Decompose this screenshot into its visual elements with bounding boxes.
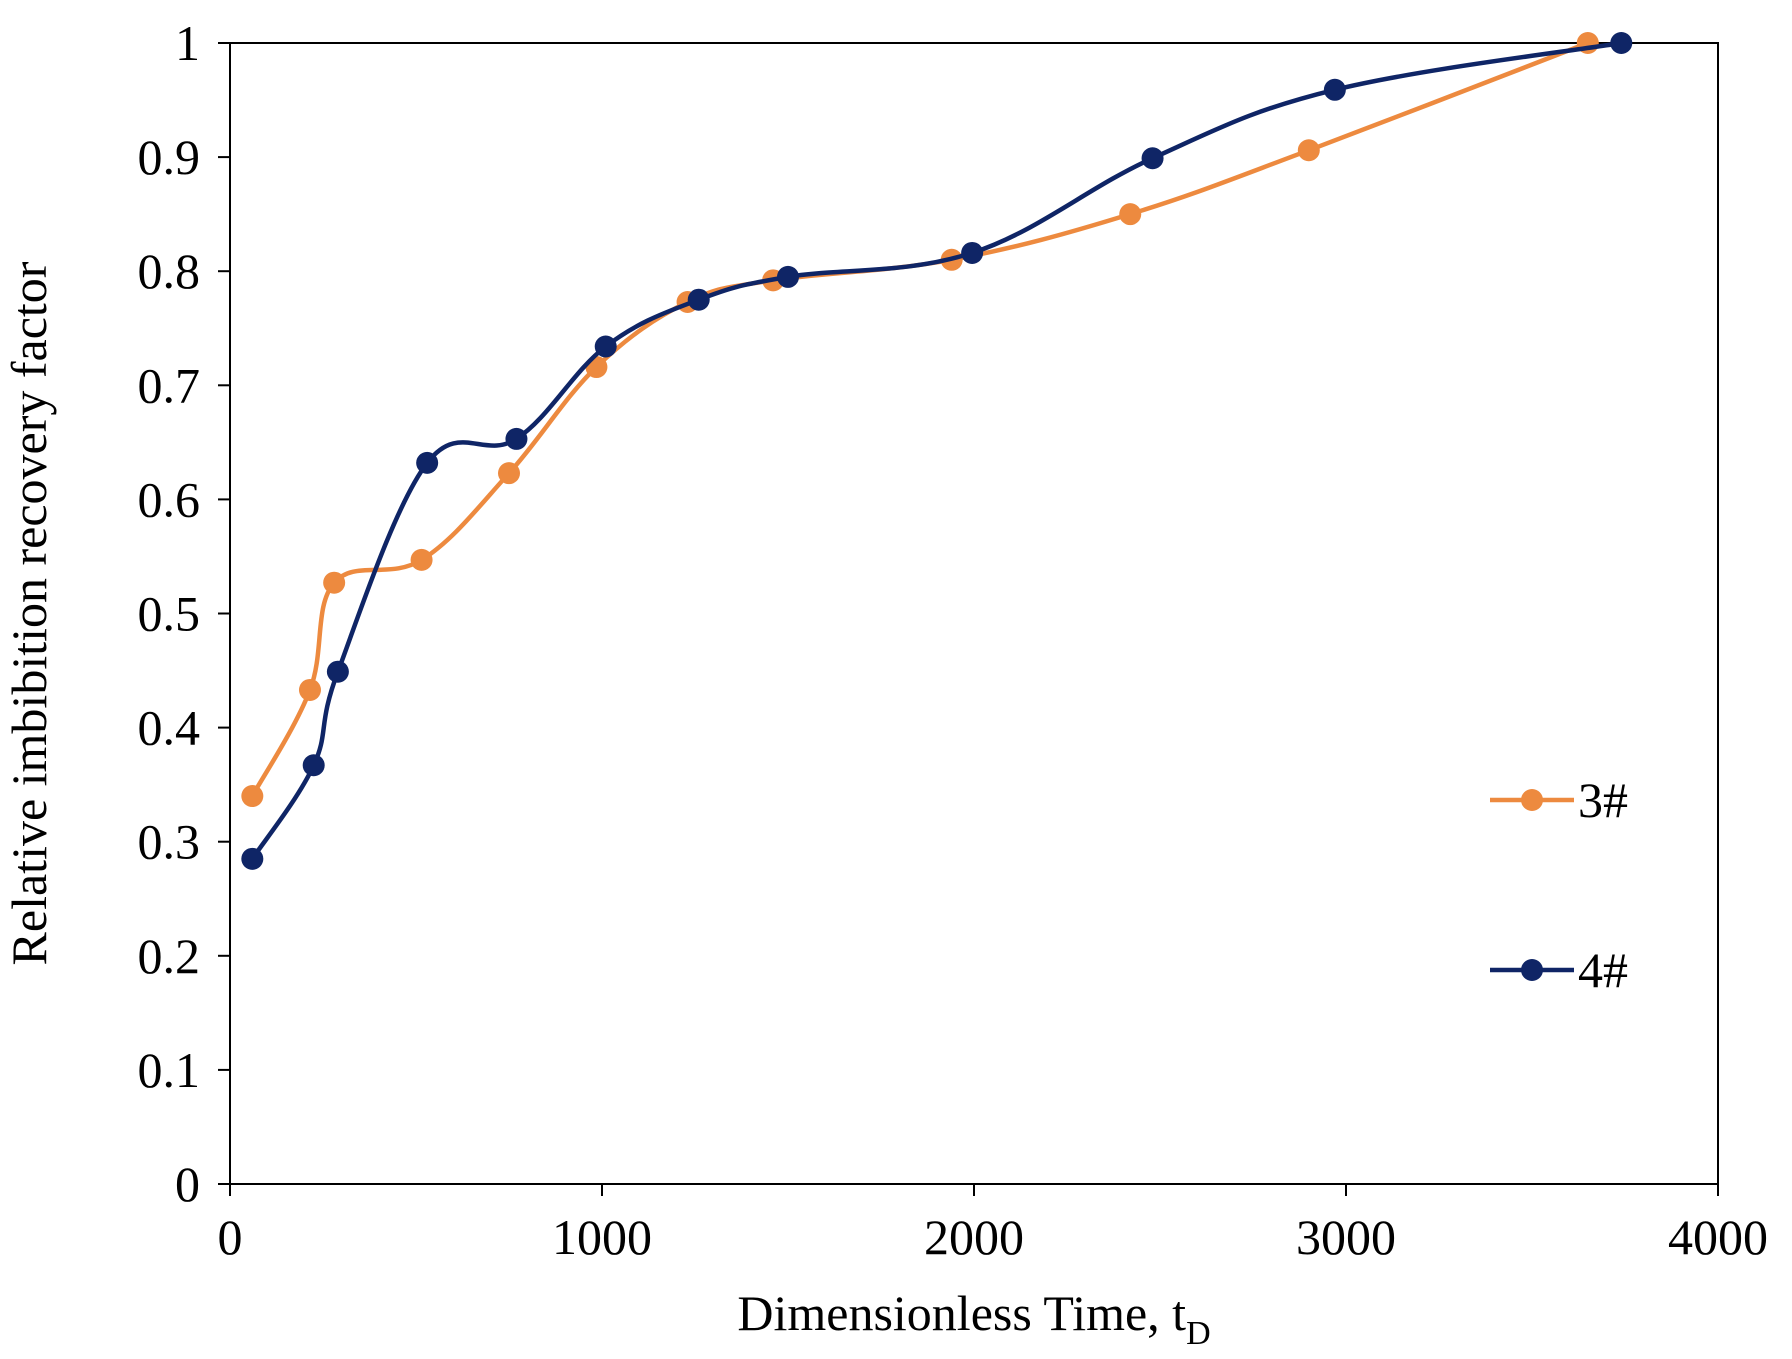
- data-point: [1119, 203, 1142, 226]
- data-point: [416, 451, 439, 474]
- x-tick-label: 3000: [1296, 1209, 1396, 1265]
- series-1: [241, 32, 1599, 808]
- x-tick-label: 2000: [924, 1209, 1024, 1265]
- y-tick-label: 0.8: [138, 243, 201, 299]
- legend-item-2: 4#: [1490, 942, 1628, 998]
- x-axis-ticks: 0 1000 2000 3000 4000: [218, 1184, 1768, 1265]
- data-point: [687, 288, 710, 311]
- y-tick-label: 0.5: [138, 586, 201, 642]
- y-tick-label: 0.2: [138, 928, 201, 984]
- series-layer: [241, 32, 1633, 870]
- data-point: [1610, 32, 1633, 54]
- data-point: [241, 847, 264, 870]
- y-axis-ticks: 0 0.1 0.2 0.3 0.4 0.5 0.6 0.7 0.8 0.9 1: [138, 15, 230, 1212]
- x-axis-title: Dimensionless Time, tD: [737, 1285, 1210, 1352]
- data-point: [1141, 147, 1164, 170]
- data-point: [594, 335, 617, 358]
- data-point: [323, 571, 346, 594]
- legend: 3# 4#: [1490, 772, 1628, 998]
- y-tick-label: 0.9: [138, 129, 201, 185]
- data-point: [302, 754, 325, 777]
- y-tick-label: 0.7: [138, 357, 201, 413]
- data-point: [1297, 139, 1320, 162]
- series-line: [250, 40, 1589, 798]
- x-tick-label: 4000: [1668, 1209, 1768, 1265]
- data-point: [298, 678, 321, 701]
- data-point: [777, 265, 799, 288]
- plot-area-frame: [229, 42, 1719, 1185]
- legend-item-1: 3#: [1490, 772, 1628, 828]
- data-point: [961, 241, 984, 264]
- data-point: [1323, 78, 1346, 101]
- data-point: [241, 785, 264, 808]
- series-2: [241, 32, 1633, 870]
- y-tick-label: 0: [175, 1156, 200, 1212]
- legend-label: 3#: [1578, 772, 1628, 828]
- x-axis-title-subscript: D: [1186, 1315, 1211, 1352]
- data-point: [410, 548, 433, 571]
- x-tick-label: 0: [218, 1209, 243, 1265]
- data-point: [498, 462, 520, 485]
- legend-label: 4#: [1578, 942, 1628, 998]
- legend-swatch-marker: [1521, 959, 1543, 981]
- data-point: [505, 427, 528, 450]
- legend-swatch-marker: [1521, 789, 1543, 811]
- x-tick-label: 1000: [552, 1209, 652, 1265]
- y-tick-label: 0.4: [138, 700, 201, 756]
- y-axis-title: Relative imbibition recovery factor: [1, 261, 57, 965]
- y-tick-label: 0.1: [138, 1042, 201, 1098]
- y-tick-label: 1: [175, 15, 200, 71]
- series-line: [250, 40, 1622, 861]
- x-axis-title-main: Dimensionless Time, t: [737, 1285, 1186, 1341]
- y-tick-label: 0.3: [138, 814, 201, 870]
- data-point: [326, 660, 349, 683]
- y-tick-label: 0.6: [138, 471, 201, 527]
